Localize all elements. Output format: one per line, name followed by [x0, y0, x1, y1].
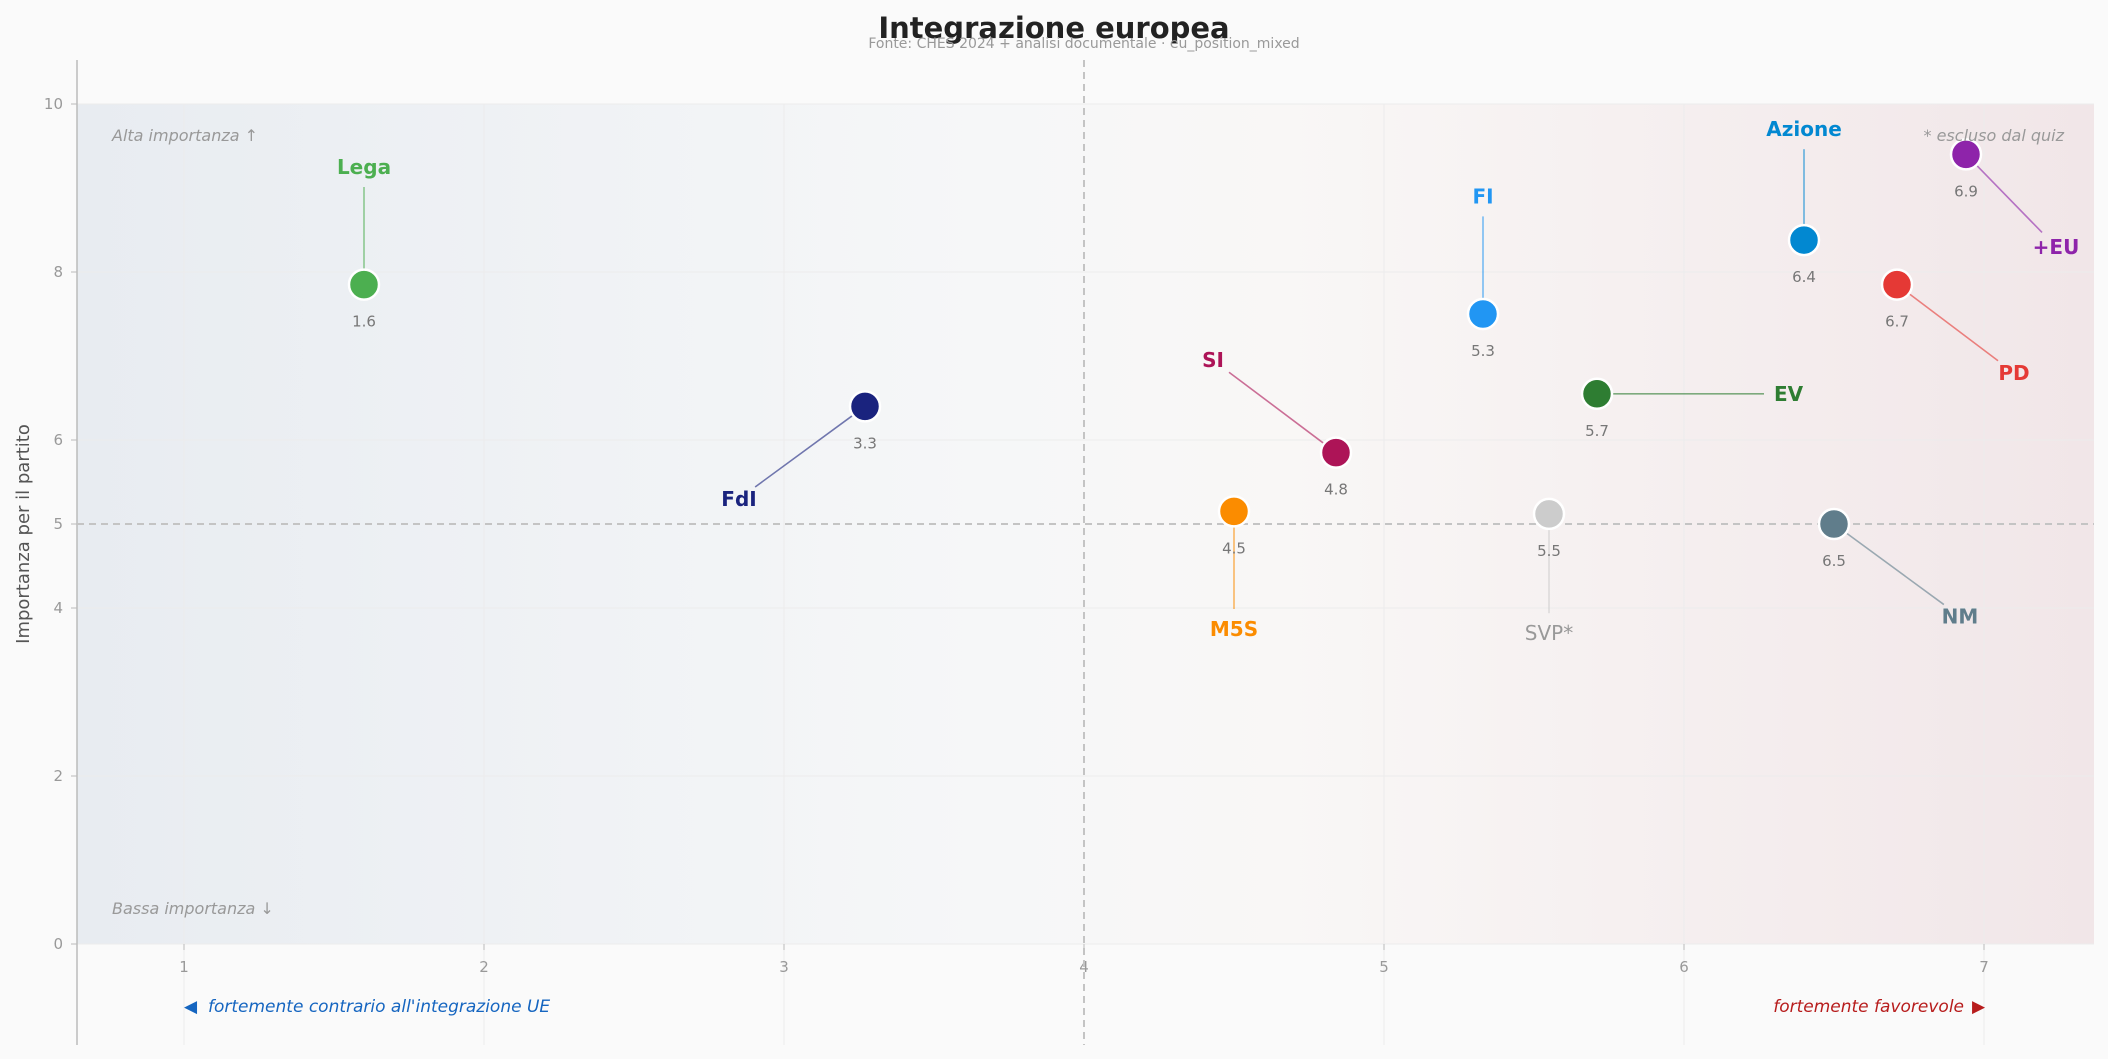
point-fdi	[848, 390, 882, 423]
party-label-svp: SVP*	[1525, 621, 1573, 645]
y-tick-label-10: 10	[44, 95, 63, 113]
value-label-eu: 6.9	[1954, 182, 1978, 200]
party-label-m5s: M5S	[1210, 617, 1258, 641]
leader-lines	[363, 149, 2043, 614]
y-tick-label-0: 0	[53, 935, 63, 953]
point-eu	[1949, 138, 1983, 171]
chart-title: Integrazione europea	[878, 11, 1229, 45]
left-arrow-icon: ◀	[184, 997, 198, 1017]
party-label-azione: Azione	[1766, 117, 1842, 141]
right-extreme-label: fortemente favorevole	[1773, 997, 1964, 1017]
point-pd	[1880, 268, 1914, 301]
leader-line-pd	[1907, 292, 1999, 362]
value-label-fdi: 3.3	[853, 434, 877, 452]
y-tick-label-6: 6	[53, 431, 63, 449]
point-m5s	[1217, 495, 1251, 528]
point-fi	[1466, 297, 1500, 331]
party-label-ev: EV	[1774, 382, 1804, 406]
value-label-nm: 6.5	[1822, 552, 1846, 570]
value-label-lega: 1.6	[352, 313, 376, 331]
point-ev	[1580, 377, 1614, 411]
party-label-si: SI	[1202, 348, 1224, 372]
party-label-lega: Lega	[337, 155, 391, 179]
x-tick-label-6: 6	[1679, 958, 1689, 976]
leader-line-si	[1228, 371, 1326, 445]
x-tick-label-3: 3	[779, 958, 789, 976]
value-label-svp: 5.5	[1537, 542, 1561, 560]
left-extreme-label: fortemente contrario all'integrazione UE	[208, 997, 550, 1017]
party-label-fdi: FdI	[721, 487, 756, 511]
grid-lines	[77, 103, 2094, 1045]
party-label-pd: PD	[1998, 361, 2029, 385]
excluded-footnote: * escluso dal quiz	[1924, 126, 2065, 145]
y-tick-label-5: 5	[53, 515, 63, 533]
value-label-m5s: 4.5	[1222, 539, 1246, 557]
midlines	[77, 60, 2094, 1045]
point-labels: 1.6 Lega 3.3 FdI 4.8 SI 4.5 M5S 5.3 FI 5.5 SVP* 5.7 E…	[337, 117, 2079, 645]
leader-line-fdi	[754, 414, 855, 488]
point-azione	[1787, 223, 1821, 257]
value-label-si: 4.8	[1324, 481, 1348, 499]
data-points	[347, 138, 1983, 541]
value-label-pd: 6.7	[1885, 313, 1909, 331]
x-tick-label-2: 2	[479, 958, 489, 976]
point-lega	[347, 268, 381, 301]
value-label-azione: 6.4	[1792, 268, 1816, 286]
y-tick-label-4: 4	[53, 599, 63, 617]
point-svp	[1532, 497, 1566, 531]
corner-label-low-importance: Bassa importanza ↓	[112, 899, 274, 918]
y-tick-label-2: 2	[53, 767, 63, 785]
point-nm	[1817, 507, 1851, 541]
right-arrow-icon: ▶	[1972, 997, 1986, 1017]
value-label-ev: 5.7	[1585, 422, 1609, 440]
y-axis-label: Importanza per il partito	[13, 424, 34, 644]
value-label-fi: 5.3	[1471, 342, 1495, 360]
leader-line-eu	[1975, 163, 2043, 234]
party-label-nm: NM	[1942, 604, 1979, 628]
party-label-fi: FI	[1472, 184, 1493, 208]
point-si	[1319, 436, 1353, 469]
corner-label-high-importance: Alta importanza ↑	[111, 126, 258, 145]
x-tick-label-1: 1	[179, 958, 189, 976]
x-tick-label-5: 5	[1379, 958, 1389, 976]
x-tick-label-7: 7	[1979, 958, 1989, 976]
y-tick-label-8: 8	[53, 263, 63, 281]
party-label-eu: +EU	[2033, 235, 2080, 259]
chart-subtitle: Fonte: CHES 2024 + analisi documentale ·…	[868, 36, 1299, 52]
leader-line-nm	[1844, 531, 1945, 606]
